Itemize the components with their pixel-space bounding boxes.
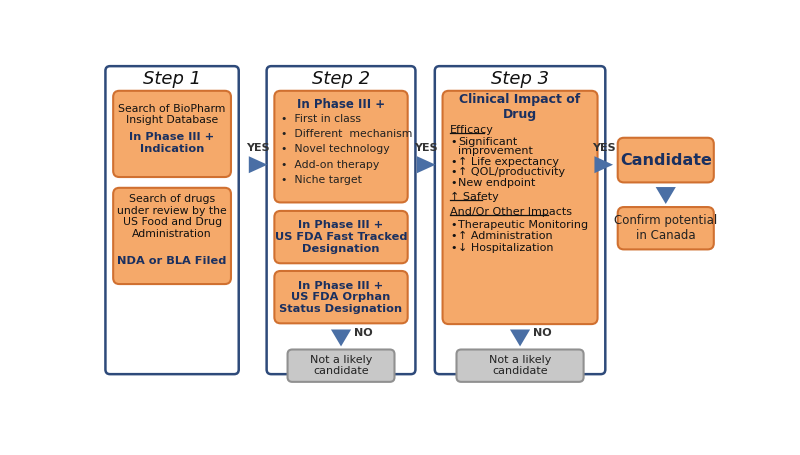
Text: NO: NO xyxy=(534,329,552,339)
Text: •  Niche target: • Niche target xyxy=(281,175,362,185)
Text: ↑ QOL/productivity: ↑ QOL/productivity xyxy=(458,167,565,177)
FancyBboxPatch shape xyxy=(442,91,598,324)
Text: Significant: Significant xyxy=(458,137,518,147)
Polygon shape xyxy=(417,156,435,173)
Text: •  Novel technology: • Novel technology xyxy=(281,144,390,154)
Text: Search of BioPharm
Insight Database: Search of BioPharm Insight Database xyxy=(118,104,226,126)
Text: •  Different  mechanism: • Different mechanism xyxy=(281,129,412,139)
FancyBboxPatch shape xyxy=(274,211,408,263)
Text: •  Add-on therapy: • Add-on therapy xyxy=(281,160,379,170)
Polygon shape xyxy=(249,156,267,173)
Text: •: • xyxy=(450,167,457,177)
FancyBboxPatch shape xyxy=(618,207,714,249)
Text: Confirm potential
in Canada: Confirm potential in Canada xyxy=(614,214,718,242)
Text: In Phase III +
Indication: In Phase III + Indication xyxy=(130,132,214,154)
Text: YES: YES xyxy=(246,143,270,153)
Text: YES: YES xyxy=(592,143,615,153)
FancyBboxPatch shape xyxy=(435,66,606,374)
Text: ↑ Administration: ↑ Administration xyxy=(458,231,553,241)
FancyBboxPatch shape xyxy=(106,66,238,374)
Text: •  First in class: • First in class xyxy=(281,113,361,123)
Text: YES: YES xyxy=(414,143,438,153)
Text: New endpoint: New endpoint xyxy=(458,178,535,188)
Text: ↓ Hospitalization: ↓ Hospitalization xyxy=(458,243,554,253)
Text: NDA or BLA Filed: NDA or BLA Filed xyxy=(118,256,226,266)
Text: ↑ Life expectancy: ↑ Life expectancy xyxy=(458,157,559,167)
Text: Therapeutic Monitoring: Therapeutic Monitoring xyxy=(458,220,588,230)
Text: •: • xyxy=(450,137,457,147)
FancyBboxPatch shape xyxy=(274,271,408,324)
FancyBboxPatch shape xyxy=(457,349,584,382)
Text: Step 2: Step 2 xyxy=(312,70,370,88)
FancyBboxPatch shape xyxy=(618,138,714,182)
Polygon shape xyxy=(656,187,676,204)
Text: In Phase III +
US FDA Orphan
Status Designation: In Phase III + US FDA Orphan Status Desi… xyxy=(279,281,402,314)
FancyBboxPatch shape xyxy=(274,91,408,202)
Text: Step 1: Step 1 xyxy=(143,70,201,88)
Text: And/Or Other Impacts: And/Or Other Impacts xyxy=(450,207,572,217)
Text: •: • xyxy=(450,157,457,167)
Polygon shape xyxy=(594,156,613,173)
Text: Clinical Impact of
Drug: Clinical Impact of Drug xyxy=(459,93,581,121)
Polygon shape xyxy=(510,329,530,346)
Text: •: • xyxy=(450,231,457,241)
Polygon shape xyxy=(331,329,351,346)
Text: Not a likely
candidate: Not a likely candidate xyxy=(489,355,551,376)
FancyBboxPatch shape xyxy=(266,66,415,374)
Text: Efficacy: Efficacy xyxy=(450,125,494,135)
FancyBboxPatch shape xyxy=(287,349,394,382)
Text: ↑ Safety: ↑ Safety xyxy=(450,192,499,202)
Text: •: • xyxy=(450,243,457,253)
FancyBboxPatch shape xyxy=(113,188,231,284)
Text: NO: NO xyxy=(354,329,373,339)
FancyBboxPatch shape xyxy=(113,91,231,177)
Text: Search of drugs
under review by the
US Food and Drug
Administration: Search of drugs under review by the US F… xyxy=(117,194,227,239)
Text: Candidate: Candidate xyxy=(620,152,712,167)
Text: In Phase III +: In Phase III + xyxy=(297,98,385,111)
Text: •: • xyxy=(450,220,457,230)
Text: Step 3: Step 3 xyxy=(491,70,549,88)
Text: In Phase III +
US FDA Fast Tracked
Designation: In Phase III + US FDA Fast Tracked Desig… xyxy=(274,221,407,254)
Text: improvement: improvement xyxy=(458,146,533,156)
Text: Not a likely
candidate: Not a likely candidate xyxy=(310,355,372,376)
Text: •: • xyxy=(450,178,457,188)
